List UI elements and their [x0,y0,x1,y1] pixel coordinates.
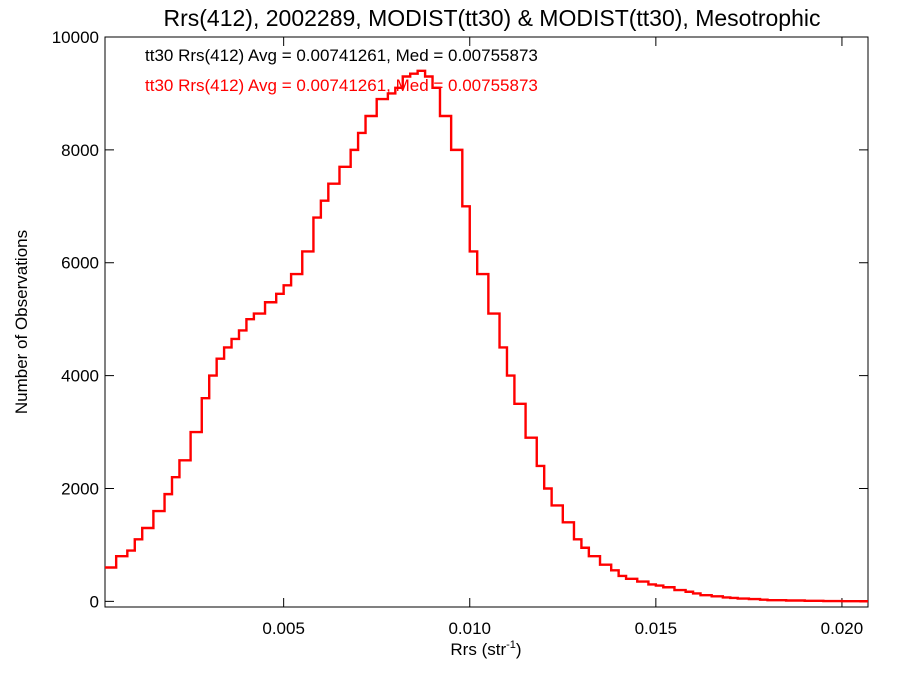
x-tick-label: 0.005 [262,619,305,638]
chart-title: Rrs(412), 2002289, MODIST(tt30) & MODIST… [164,5,821,31]
x-axis-label: Rrs (str-1) [450,639,521,659]
x-axis: 0.005 0.010 0.015 0.020 [262,37,863,638]
y-tick-label: 4000 [61,367,99,386]
y-tick-label: 0 [90,592,99,611]
y-axis: 0 2000 4000 6000 8000 10000 [52,28,868,611]
y-tick-label: 8000 [61,141,99,160]
x-tick-label: 0.015 [635,619,678,638]
y-tick-label: 2000 [61,479,99,498]
y-tick-label: 10000 [52,28,99,47]
plot-frame [104,36,869,608]
y-tick-label: 6000 [61,254,99,273]
x-axis-label-superscript: -1 [506,639,516,651]
series-layer [105,69,868,603]
annotation-black: tt30 Rrs(412) Avg = 0.00741261, Med = 0.… [145,46,538,65]
x-tick-label: 0.020 [821,619,864,638]
y-axis-label: Number of Observations [12,230,31,414]
series-line-0 [105,69,868,603]
annotation-red: tt30 Rrs(412) Avg = 0.00741261, Med = 0.… [145,76,538,95]
x-axis-label-close: ) [516,640,522,659]
x-tick-label: 0.010 [448,619,491,638]
